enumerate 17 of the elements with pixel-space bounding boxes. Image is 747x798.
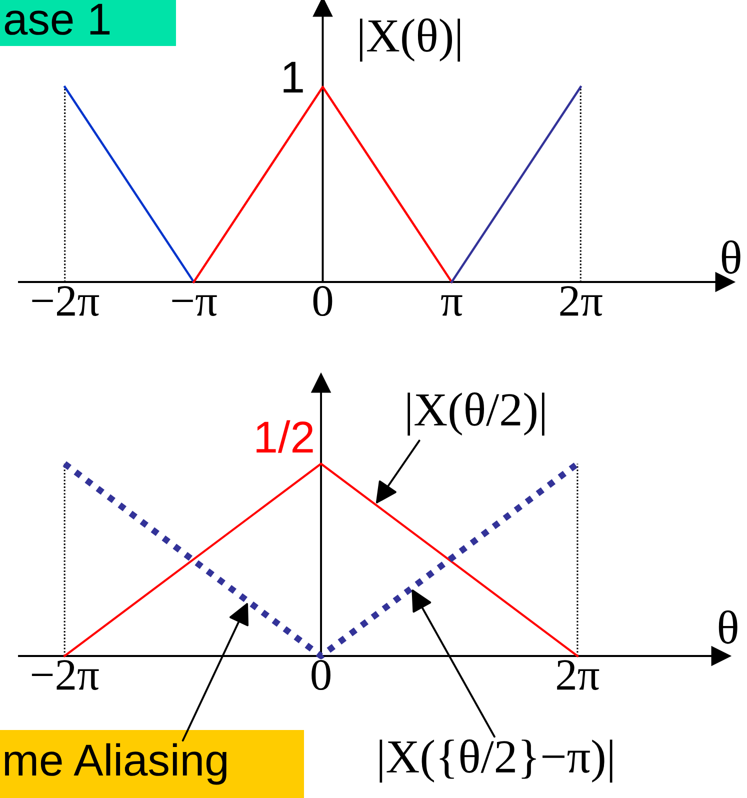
x-axis-title: θ [718,610,738,644]
annotation: 1 [284,62,303,92]
x-tick-label: 0 [313,286,332,316]
x-tick-label: π [441,295,462,316]
x-tick-label: 0 [312,660,330,690]
x-tick-label: 2π [560,286,602,316]
x-tick-label: −2π [32,660,99,690]
x-tick-label: −π [172,295,217,316]
x-axis-title: θ [722,240,740,274]
chart-title: ase 1 [4,4,110,35]
y-axis-title: |X(θ)| [360,18,460,62]
x-tick-label: −2π [32,286,100,316]
annotation: 1/2 [256,420,313,453]
annotation: |X(θ/2)| [408,392,544,436]
annotation: |X({θ/2}−π)| [380,739,612,783]
x-tick-label: 2π [557,660,600,690]
annotation: me Aliasing [4,743,226,785]
